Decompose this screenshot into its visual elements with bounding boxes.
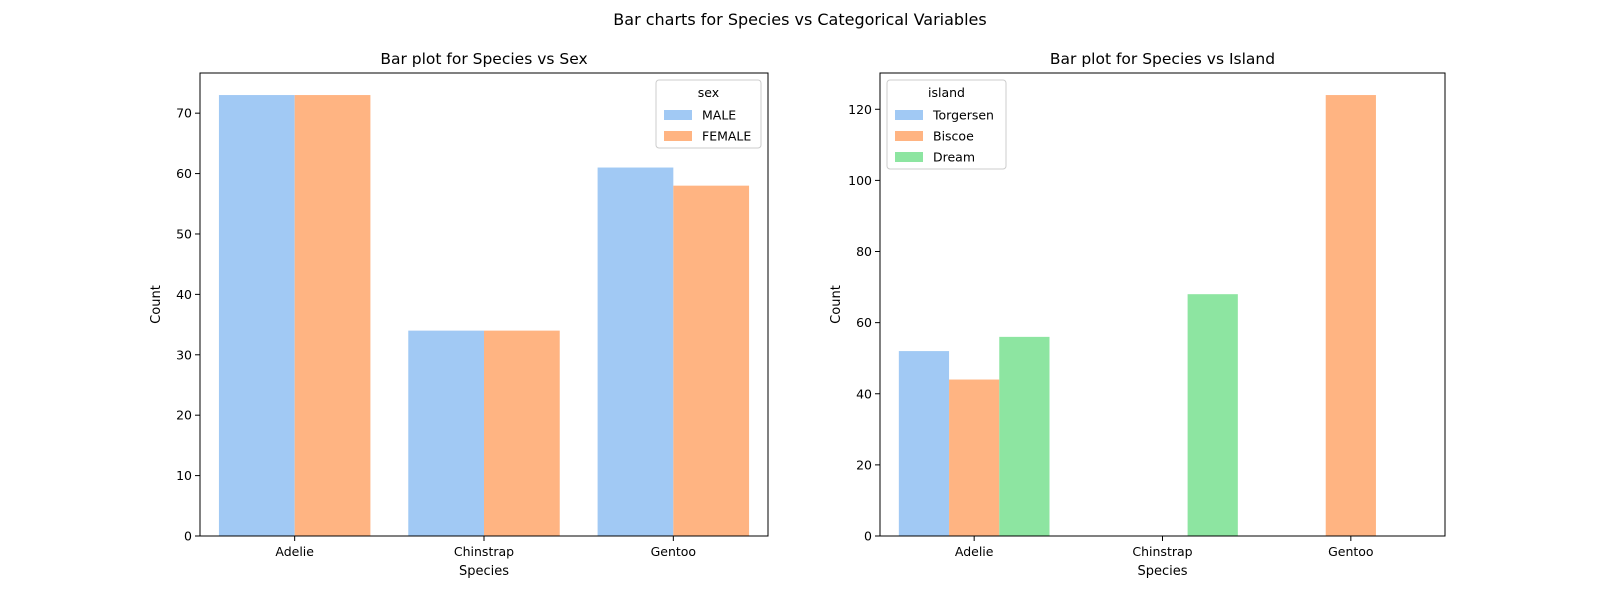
bar-dream-adelie (999, 336, 1050, 536)
legend-title: island (928, 85, 965, 100)
bar-biscoe-gentoo (1325, 95, 1376, 537)
y-tick-label: 60 (856, 315, 872, 330)
y-tick-label: 80 (856, 244, 872, 259)
legend-swatch-dream (895, 152, 923, 162)
legend-box (886, 79, 1007, 170)
x-tick-label: Chinstrap (1132, 544, 1192, 559)
y-axis-label: Count (149, 285, 164, 324)
y-tick-label: 20 (176, 408, 192, 423)
bar-female-adelie (294, 95, 371, 537)
chart-title: Bar plot for Species vs Sex (380, 50, 587, 68)
legend: island Torgersen Biscoe Dream (886, 79, 1007, 170)
bar-female-chinstrap (484, 330, 560, 536)
figure-suptitle: Bar charts for Species vs Categorical Va… (613, 10, 986, 29)
chart-2: 0 20 40 60 80 100 120 Adelie Chinstrap Gentoo Bar … (829, 50, 1446, 579)
legend-swatch-biscoe (895, 131, 923, 141)
y-tick-label: 10 (176, 468, 192, 483)
legend-label-torgersen: Torgersen (932, 108, 994, 123)
legend-label-female: FEMALE (702, 129, 751, 144)
x-axis-label: Species (1137, 564, 1187, 579)
bar-male-adelie (218, 95, 295, 537)
legend: sex MALE FEMALE (655, 79, 762, 149)
chart-title: Bar plot for Species vs Island (1050, 50, 1275, 68)
y-tick-label: 20 (856, 457, 872, 472)
bar-female-gentoo (673, 185, 750, 536)
x-tick-label: Adelie (955, 544, 994, 559)
legend-swatch-torgersen (895, 110, 923, 120)
legend-swatch-female (664, 131, 692, 141)
bar-male-chinstrap (408, 330, 484, 536)
y-tick-label: 0 (184, 529, 192, 544)
y-tick-label: 50 (176, 226, 192, 241)
y-tick-label: 70 (176, 106, 192, 121)
x-tick-label: Gentoo (1328, 544, 1374, 559)
y-tick-label: 40 (176, 287, 192, 302)
legend-label-male: MALE (702, 108, 736, 123)
legend-title: sex (698, 85, 719, 100)
y-axis-label: Count (829, 285, 844, 324)
y-tick-label: 40 (856, 386, 872, 401)
y-tick-label: 30 (176, 347, 192, 362)
y-tick-label: 60 (176, 166, 192, 181)
y-tick-label: 0 (864, 529, 872, 544)
bar-dream-chinstrap (1187, 294, 1238, 536)
bar-male-gentoo (597, 167, 674, 536)
y-tick-label: 100 (848, 173, 872, 188)
x-axis-label: Species (459, 564, 509, 579)
x-tick-label: Chinstrap (454, 544, 514, 559)
bar-torgersen-adelie (898, 351, 950, 536)
x-tick-label: Gentoo (651, 544, 697, 559)
legend-label-dream: Dream (933, 150, 975, 165)
legend-swatch-male (664, 110, 692, 120)
x-tick-label: Adelie (275, 544, 314, 559)
legend-label-biscoe: Biscoe (933, 129, 974, 144)
y-tick-label: 120 (848, 102, 872, 117)
bar-biscoe-adelie (949, 379, 1000, 536)
chart-1: 0 10 20 30 40 50 60 70 Adelie Chinstrap Gentoo Bar … (149, 50, 769, 579)
